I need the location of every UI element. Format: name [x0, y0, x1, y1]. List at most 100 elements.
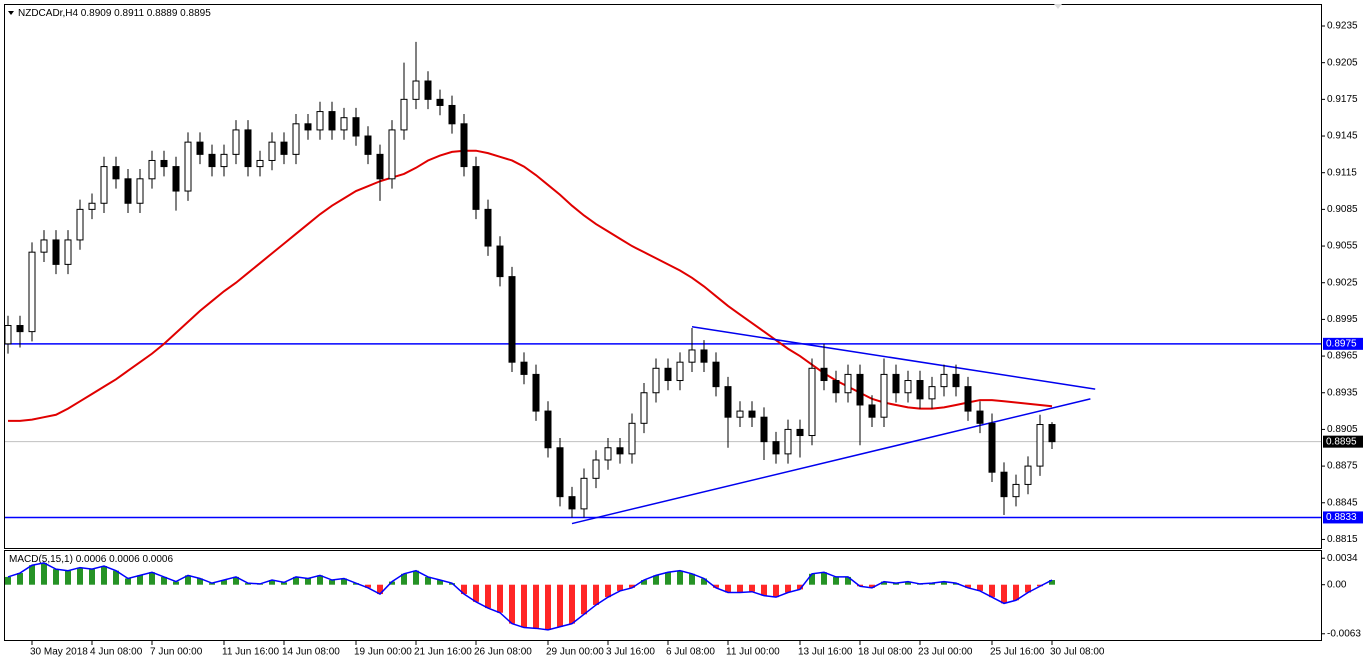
macd-bar	[569, 584, 575, 624]
macd-bar	[869, 584, 875, 588]
candle-body	[664, 367, 672, 382]
y-tick-label: 0.9115	[1327, 167, 1357, 178]
macd-bar	[209, 583, 215, 585]
x-tick-label: 14 Jun 08:00	[282, 647, 340, 658]
candle-body	[808, 367, 816, 437]
macd-bar	[557, 584, 563, 627]
macd-bar	[473, 584, 479, 602]
macd-bar	[173, 581, 179, 585]
macd-bar	[1049, 580, 1055, 585]
x-tick-label: 30 Jul 08:00	[1050, 647, 1105, 658]
candle-body	[484, 208, 492, 247]
x-tick-label: 25 Jul 16:00	[990, 647, 1045, 658]
candle-body	[460, 123, 468, 168]
candle-body	[700, 349, 708, 363]
candle-body	[196, 141, 204, 155]
level-tag	[1323, 511, 1363, 524]
macd-bar	[653, 575, 659, 585]
macd-name: MACD(5,15,1)	[9, 554, 73, 565]
candle-body	[592, 459, 600, 479]
macd-bar	[293, 576, 299, 585]
candle-body	[844, 373, 852, 394]
candle-body	[520, 361, 528, 375]
macd-bar	[389, 581, 395, 585]
x-tick-label: 26 Jun 08:00	[474, 647, 532, 658]
candle-body	[832, 380, 840, 394]
macd-bar	[149, 572, 155, 585]
candle-body	[328, 111, 336, 131]
x-tick-label: 29 Jun 00:00	[546, 647, 604, 658]
macd-bar	[341, 578, 347, 585]
macd-bar	[437, 580, 443, 585]
candle-body	[280, 141, 288, 155]
level-tag	[1323, 337, 1363, 350]
candle-body	[112, 166, 120, 180]
level-tag-label: 0.8975	[1326, 338, 1357, 349]
y-tick-label: 0.9175	[1327, 94, 1358, 105]
candle-body	[796, 428, 804, 437]
macd-bar	[605, 584, 611, 598]
y-tick-label: 0.9085	[1327, 204, 1358, 215]
candle-body	[568, 496, 576, 510]
macd-bar	[785, 584, 791, 593]
macd-bar	[509, 584, 515, 624]
y-tick-label: 0.9055	[1327, 241, 1358, 252]
x-tick-label: 3 Jul 16:00	[606, 647, 655, 658]
macd-y-tick-label: -0.0063	[1327, 628, 1361, 639]
macd-bar	[365, 584, 371, 588]
y-tick-label: 0.8935	[1327, 387, 1358, 398]
macd-bar	[881, 581, 887, 585]
candle-body	[868, 404, 876, 418]
candle-body	[496, 245, 504, 278]
candle-body	[52, 239, 60, 265]
macd-bar	[845, 576, 851, 585]
macd-bar	[245, 583, 251, 585]
macd-bar	[281, 582, 287, 585]
x-tick-label: 19 Jun 00:00	[354, 647, 412, 658]
macd-bar	[185, 575, 191, 585]
candle-body	[916, 380, 924, 400]
macd-bar	[137, 575, 143, 585]
macd-bar	[893, 583, 899, 585]
macd-bar	[53, 569, 59, 585]
macd-bar	[401, 573, 407, 585]
candle-body	[352, 117, 360, 137]
macd-bar	[89, 569, 95, 585]
candle-body	[100, 166, 108, 204]
symbol-menu-arrow[interactable]	[8, 11, 14, 15]
y-tick-label: 0.8965	[1327, 351, 1358, 362]
candle-body	[724, 386, 732, 418]
x-tick-label: 21 Jun 16:00	[414, 647, 472, 658]
candle-body	[148, 159, 156, 180]
trendline	[571, 398, 1091, 525]
candle-body	[244, 129, 252, 168]
macd-signal: 0.0006	[109, 554, 140, 565]
macd-bar	[5, 576, 11, 585]
candle-body	[640, 392, 648, 424]
macd-bar	[929, 583, 935, 585]
candle-body	[688, 349, 696, 363]
candle-body	[532, 373, 540, 412]
macd-bar	[761, 584, 767, 596]
candle-body	[1000, 471, 1008, 498]
macd-bar	[941, 581, 947, 585]
candle-body	[172, 166, 180, 192]
macd-bar	[773, 584, 779, 598]
candle-body	[388, 129, 396, 180]
high-value: 0.8911	[114, 8, 144, 19]
candle-body	[472, 166, 480, 210]
macd-bar	[833, 576, 839, 585]
candle-body	[772, 441, 780, 455]
macd-bar	[497, 584, 503, 613]
y-tick-label: 0.8845	[1327, 497, 1358, 508]
candle-body	[712, 361, 720, 388]
macd-bar	[29, 565, 35, 585]
macd-bar	[1025, 584, 1031, 593]
y-tick-label: 0.9025	[1327, 277, 1358, 288]
candle-body	[424, 80, 432, 100]
last-price-label: 0.8895	[1326, 436, 1357, 447]
symbol: NZDCADr,H4	[18, 8, 78, 19]
candle-body	[580, 477, 588, 510]
macd-bar	[125, 578, 131, 585]
